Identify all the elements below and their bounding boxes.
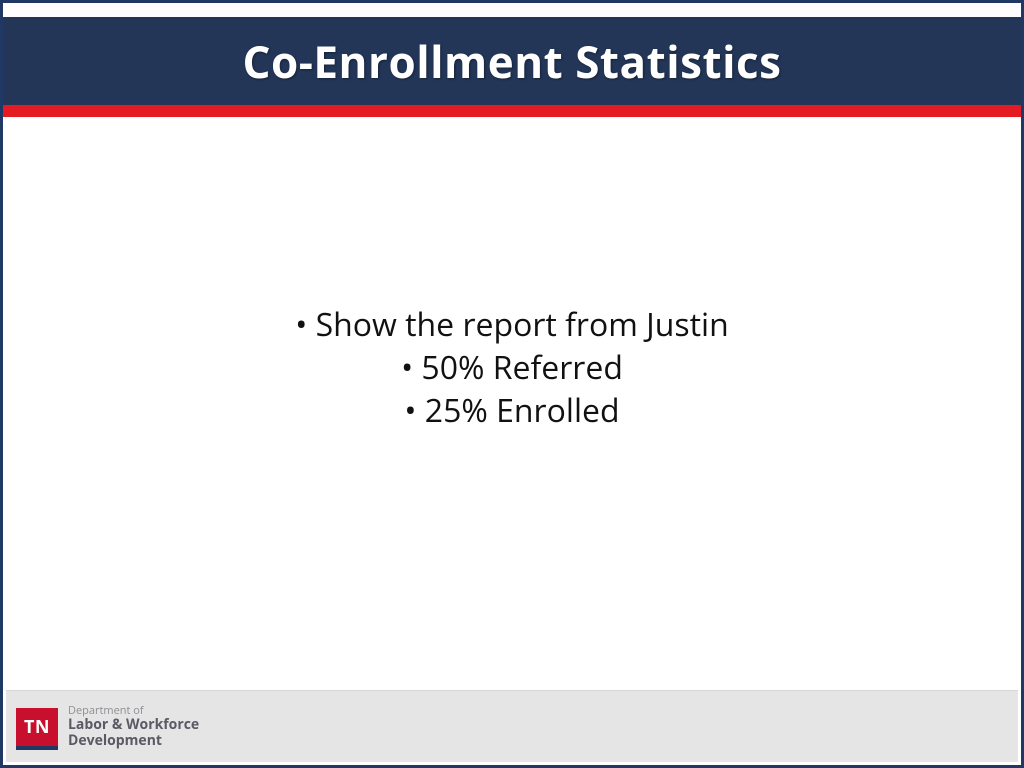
- dept-label: Department of Labor & Workforce Developm…: [68, 705, 199, 748]
- bullet-item: 50% Referred: [3, 346, 1021, 389]
- footer: TN Department of Labor & Workforce Devel…: [6, 690, 1018, 762]
- tn-logo: TN: [16, 708, 58, 750]
- bullet-item: Show the report from Justin: [3, 303, 1021, 346]
- bullet-item: 25% Enrolled: [3, 389, 1021, 432]
- slide: Co-Enrollment Statistics Show the report…: [0, 0, 1024, 768]
- accent-strip: [3, 105, 1021, 117]
- top-white-strip: [3, 3, 1021, 17]
- slide-title: Co-Enrollment Statistics: [242, 31, 781, 91]
- title-bar: Co-Enrollment Statistics: [3, 17, 1021, 105]
- content-area: Show the report from Justin 50% Referred…: [3, 303, 1021, 433]
- dept-line3: Development: [68, 733, 199, 748]
